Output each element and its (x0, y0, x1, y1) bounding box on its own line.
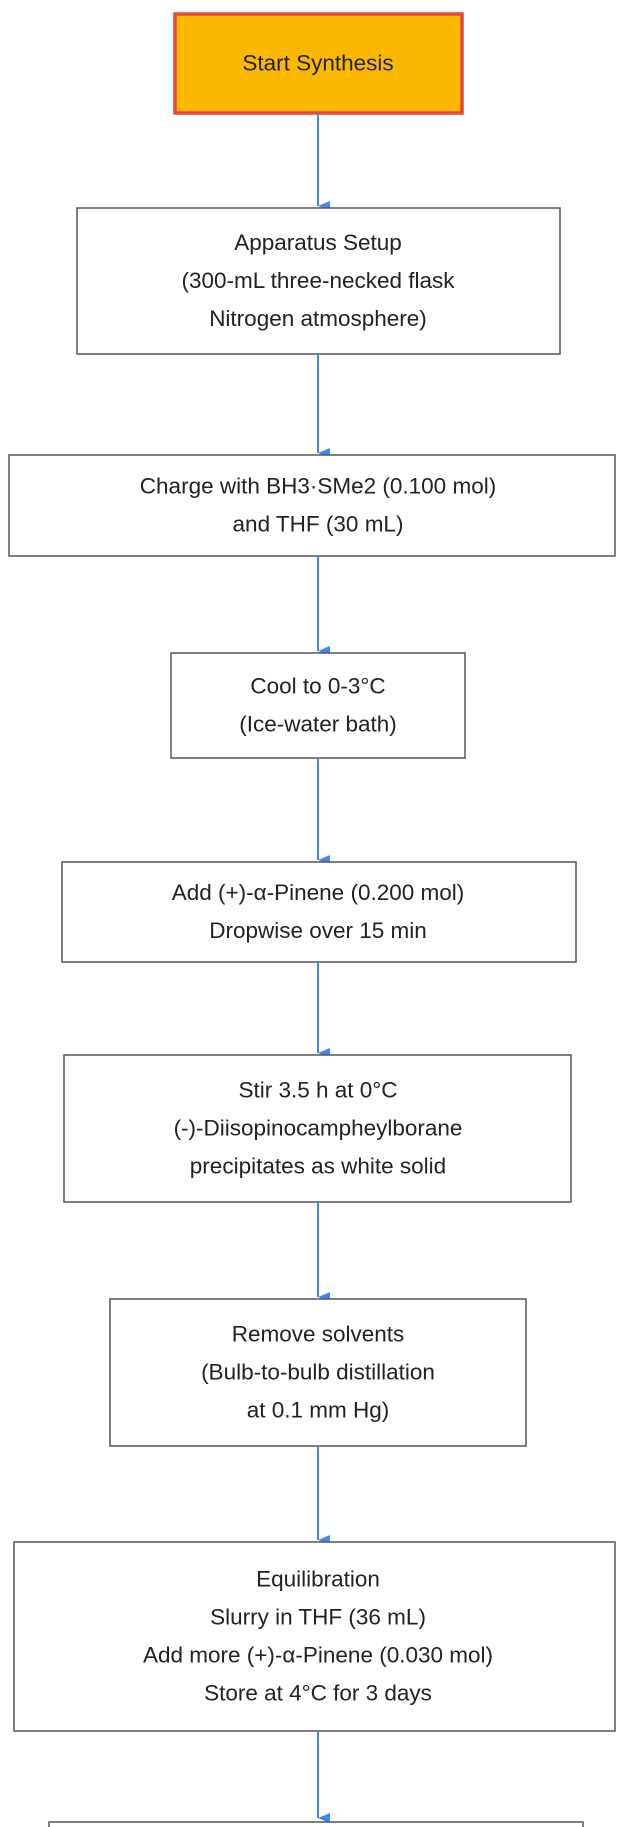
process-node (109, 1298, 527, 1447)
node-label: Apparatus Setup (234, 230, 402, 255)
process-node (61, 861, 577, 963)
node-label: (300-mL three-necked flask (181, 268, 455, 293)
node-label: Stir 3.5 h at 0°C (238, 1077, 397, 1102)
process-node (170, 652, 466, 759)
node-label: at 0.1 mm Hg) (247, 1397, 390, 1422)
node-label: Store at 4°C for 3 days (204, 1680, 432, 1705)
node-label: precipitates as white solid (190, 1153, 446, 1178)
node-label: Add (+)-α-Pinene (0.200 mol) (172, 880, 465, 905)
node-label: Slurry in THF (36 mL) (210, 1604, 426, 1629)
node-label: (Ice-water bath) (239, 711, 397, 736)
process-node (8, 454, 616, 557)
node-label: (Bulb-to-bulb distillation (201, 1359, 435, 1384)
node-label: Add more (+)-α-Pinene (0.030 mol) (143, 1642, 493, 1667)
node-label: Start Synthesis (242, 50, 393, 75)
node-label: (-)-Diisopinocampheylborane (174, 1115, 463, 1140)
node-label: Nitrogen atmosphere) (209, 306, 427, 331)
process-node (48, 1821, 584, 1827)
process-node (63, 1054, 572, 1203)
process-node (13, 1541, 616, 1732)
node-label: Cool to 0-3°C (250, 673, 385, 698)
start-node (173, 12, 464, 115)
node-label: Remove solvents (232, 1321, 405, 1346)
node-label: Equilibration (256, 1566, 380, 1591)
node-label: Charge with BH3·SMe2 (0.100 mol) (140, 473, 496, 498)
node-label: and THF (30 mL) (233, 511, 404, 536)
process-node (76, 207, 561, 355)
node-label: Dropwise over 15 min (209, 918, 427, 943)
